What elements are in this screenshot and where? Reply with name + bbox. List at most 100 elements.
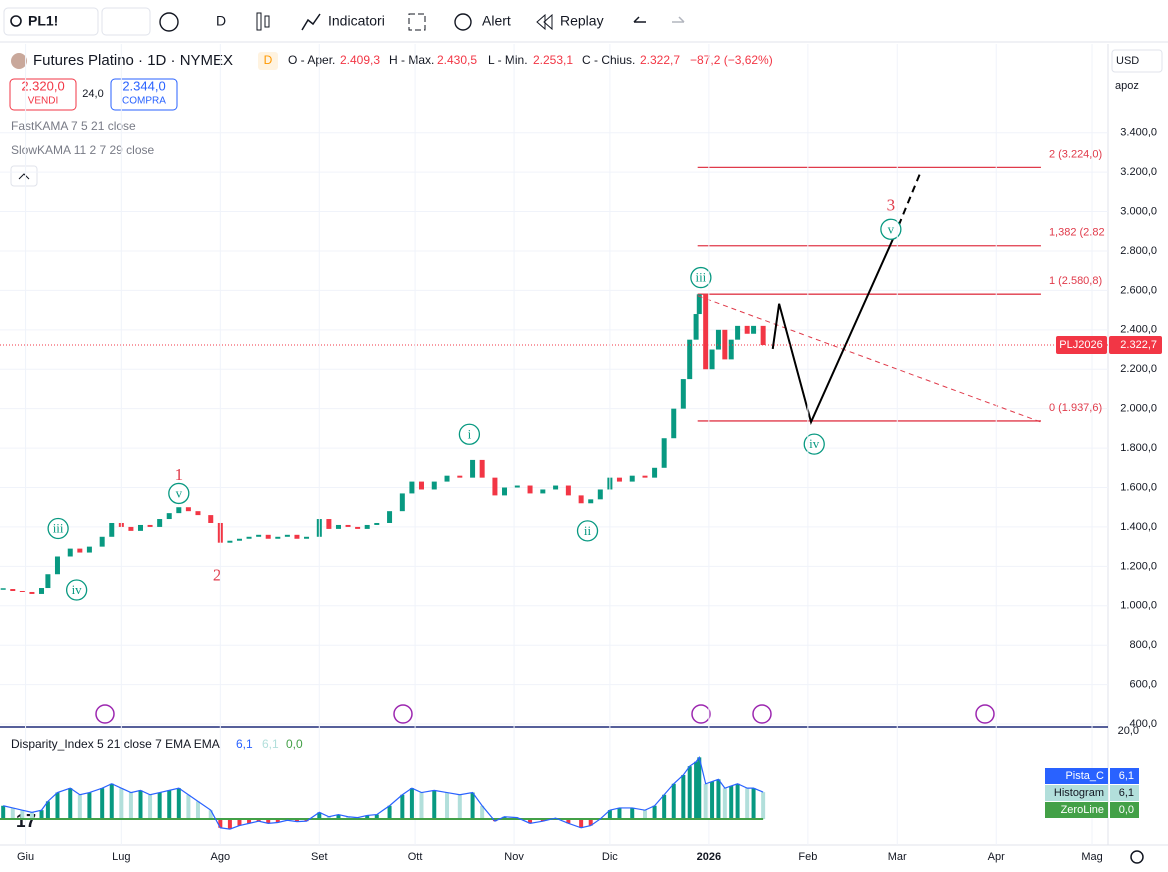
price-pane: 2 (3.224,0) 1,382 (2.82 1 (2.580,8) 0 (1.93… xyxy=(0,132,1108,725)
histogram-bar xyxy=(29,812,34,819)
x-tick-label: Mag xyxy=(1081,851,1102,863)
settings-icon[interactable] xyxy=(1130,850,1144,864)
candle xyxy=(326,519,332,529)
wave-label: i xyxy=(468,426,472,441)
candle xyxy=(147,524,153,527)
candle xyxy=(709,349,715,370)
y-tick-label: 1.600,0 xyxy=(1120,481,1157,493)
currency[interactable]: USD xyxy=(1116,55,1139,67)
replay[interactable]: Replay xyxy=(560,13,604,29)
candle xyxy=(265,534,271,539)
histogram-bar xyxy=(227,818,232,830)
candle xyxy=(629,475,635,482)
candle xyxy=(195,511,201,516)
histogram-bar xyxy=(275,818,280,823)
ohlc-value: 2.430,5 xyxy=(437,53,477,67)
interval[interactable]: D xyxy=(216,13,226,29)
trendline xyxy=(697,295,1042,423)
candle xyxy=(431,481,437,490)
wave-circle xyxy=(47,517,69,540)
event-icon[interactable] xyxy=(95,704,115,724)
wave-label: v xyxy=(888,221,895,236)
candle xyxy=(409,481,415,494)
y-tick-label: 2.400,0 xyxy=(1120,324,1157,336)
alert[interactable]: Alert xyxy=(482,13,511,29)
wave-label: iv xyxy=(809,436,820,451)
sell-button[interactable] xyxy=(9,78,77,111)
redo[interactable] xyxy=(672,16,685,23)
sell-price[interactable]: 2.320,0 xyxy=(21,78,64,93)
change: −87,2 (−3,62%) xyxy=(690,53,773,67)
y-tick-label: 1.400,0 xyxy=(1120,521,1157,533)
x-tick-label: Apr xyxy=(988,851,1005,863)
candle xyxy=(345,524,351,527)
histogram-bar xyxy=(703,783,708,819)
sell-label[interactable]: VENDI xyxy=(28,96,59,107)
x-tick-label: Mar xyxy=(888,851,907,863)
search-icon xyxy=(10,15,22,27)
histogram-bar xyxy=(20,810,25,819)
y-tick-label: 20,0 xyxy=(1118,725,1139,737)
study: SlowKAMA 11 2 7 29 close xyxy=(11,143,155,157)
indicators-icon[interactable] xyxy=(301,13,321,31)
event-icon[interactable] xyxy=(393,704,413,724)
event-icon[interactable] xyxy=(752,704,772,724)
candle xyxy=(364,524,370,529)
indicators[interactable]: Indicatori xyxy=(328,13,385,29)
histogram-bar xyxy=(109,783,114,819)
indicator-value: 6,1 xyxy=(262,737,279,751)
compare-box[interactable] xyxy=(101,7,151,36)
histogram-bar xyxy=(247,818,252,824)
fib-label: 0 (1.937,6) xyxy=(1049,402,1102,414)
candle xyxy=(652,467,658,478)
candle xyxy=(77,548,83,553)
ohlc-value: 2.409,3 xyxy=(340,53,380,67)
candle xyxy=(661,438,667,468)
histogram-bar xyxy=(186,794,191,819)
symbol-box[interactable] xyxy=(3,7,99,36)
histogram-bar xyxy=(566,818,571,824)
currency-box[interactable] xyxy=(1111,49,1163,73)
histogram-bar xyxy=(697,757,702,819)
toolbar xyxy=(0,0,1168,42)
spread: 24,0 xyxy=(82,88,103,100)
wave-label: 3 xyxy=(887,196,896,215)
histogram-bar xyxy=(419,792,424,819)
last-price-tag xyxy=(1056,336,1107,355)
candle xyxy=(492,477,498,496)
histogram-bar xyxy=(432,790,437,819)
chart-type-icon xyxy=(264,15,270,28)
histogram-bar xyxy=(87,792,92,819)
candle xyxy=(99,536,105,547)
scale-mode[interactable]: apoz xyxy=(1115,80,1139,92)
buy-price[interactable]: 2.344,0 xyxy=(122,78,165,93)
layouts-icon[interactable] xyxy=(408,13,426,31)
symbol[interactable]: PL1! xyxy=(28,13,58,29)
candle xyxy=(735,325,741,340)
x-tick-label: Set xyxy=(311,851,328,863)
replay-icon[interactable] xyxy=(536,13,553,31)
undo[interactable] xyxy=(633,16,646,23)
alert-icon[interactable] xyxy=(454,13,472,31)
candle xyxy=(597,489,603,500)
add-icon[interactable] xyxy=(159,12,179,32)
candle xyxy=(19,590,25,592)
histogram-bar xyxy=(745,788,750,819)
candle xyxy=(284,534,290,537)
histogram-bar xyxy=(409,788,414,819)
x-tick-label: Giu xyxy=(17,851,34,863)
candle xyxy=(715,329,721,350)
candle xyxy=(470,459,476,478)
event-icon[interactable] xyxy=(691,704,711,724)
candle xyxy=(527,485,533,494)
y-tick-label: 1.200,0 xyxy=(1120,560,1157,572)
buy-label[interactable]: COMPRA xyxy=(122,96,166,107)
buy-button[interactable] xyxy=(110,78,178,111)
collapse-button[interactable] xyxy=(10,165,38,187)
histogram-bar xyxy=(119,788,124,819)
ohlc-label: C - Chius. xyxy=(582,53,635,67)
chart-type-icon[interactable] xyxy=(256,12,262,31)
plot-name: Histogram xyxy=(1054,787,1104,799)
event-icon[interactable] xyxy=(975,704,995,724)
fib-label: 1,382 (2.82 xyxy=(1049,227,1105,239)
